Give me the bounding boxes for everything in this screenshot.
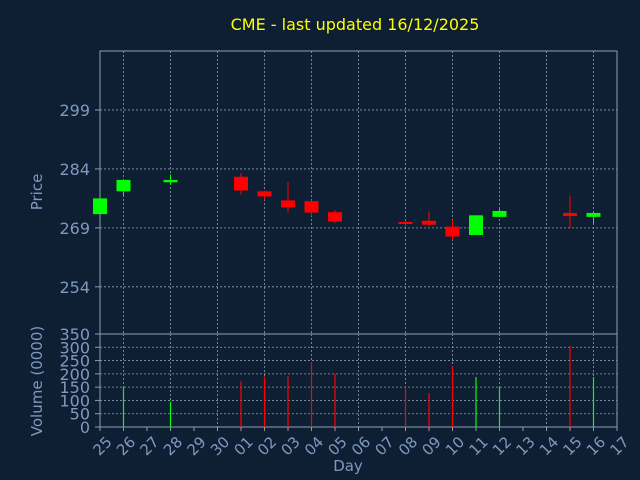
candle-01 bbox=[234, 172, 248, 195]
candle-05 bbox=[328, 210, 342, 224]
price-tick-label: 284 bbox=[59, 160, 90, 179]
x-tick-label: 25 bbox=[90, 433, 116, 459]
x-tick-label: 13 bbox=[513, 433, 539, 459]
candle-02 bbox=[257, 190, 272, 200]
x-tick-label: 29 bbox=[184, 433, 210, 459]
x-tick-label: 28 bbox=[160, 433, 186, 459]
candle-body bbox=[469, 215, 483, 235]
candle-body bbox=[492, 210, 507, 217]
x-tick-label: 01 bbox=[231, 433, 257, 459]
candle-15 bbox=[563, 195, 577, 229]
volume-tick-label: 350 bbox=[59, 325, 90, 344]
candle-body bbox=[422, 220, 436, 225]
x-tick-label: 09 bbox=[419, 433, 445, 459]
volume-tick-label: 300 bbox=[59, 338, 90, 357]
x-tick-label: 04 bbox=[301, 433, 327, 459]
candle-body bbox=[328, 212, 342, 222]
candle-body bbox=[234, 176, 248, 191]
candle-10 bbox=[445, 220, 460, 240]
chart-title: CME - last updated 16/12/2025 bbox=[231, 15, 480, 34]
candle-28 bbox=[163, 174, 178, 185]
x-tick-label: 05 bbox=[325, 433, 351, 459]
candle-body bbox=[563, 212, 577, 217]
x-tick-label: 30 bbox=[207, 433, 233, 459]
candle-04 bbox=[304, 200, 319, 217]
candle-body bbox=[304, 201, 319, 213]
price-tick-label: 299 bbox=[59, 101, 90, 120]
price-axis-label: Price bbox=[28, 174, 46, 211]
candle-11 bbox=[469, 215, 483, 235]
x-tick-label: 27 bbox=[137, 433, 163, 459]
candle-08 bbox=[398, 220, 413, 227]
x-tick-label: 10 bbox=[442, 433, 468, 459]
x-tick-label: 26 bbox=[113, 433, 139, 459]
candle-body bbox=[116, 179, 131, 192]
x-tick-label: 07 bbox=[372, 433, 398, 459]
x-tick-label: 02 bbox=[254, 433, 280, 459]
x-tick-label: 11 bbox=[466, 433, 492, 459]
x-tick-label: 08 bbox=[395, 433, 421, 459]
candle-body bbox=[257, 191, 272, 197]
volume-tick-label: 150 bbox=[59, 378, 90, 397]
volume-axis-label: Volume (0000) bbox=[28, 326, 46, 436]
candle-body bbox=[93, 198, 107, 215]
price-tick-label: 254 bbox=[59, 278, 90, 297]
candle-body bbox=[586, 212, 601, 217]
x-tick-label: 12 bbox=[489, 433, 515, 459]
candle-16 bbox=[586, 212, 601, 224]
price-tick-label: 269 bbox=[59, 219, 90, 238]
x-tick-label: 15 bbox=[560, 433, 586, 459]
volume-tick-label: 100 bbox=[59, 391, 90, 410]
candle-body bbox=[445, 226, 460, 237]
price-panel: 254 269 284 299 bbox=[59, 50, 618, 335]
x-axis: 2526272829300102030405060708091011121314… bbox=[90, 427, 633, 459]
x-tick-label: 16 bbox=[583, 433, 609, 459]
x-tick-label: 14 bbox=[536, 433, 562, 459]
candle-25 bbox=[93, 198, 107, 215]
x-tick-label: 06 bbox=[348, 433, 374, 459]
candle-12 bbox=[492, 209, 507, 217]
candle-03 bbox=[281, 182, 295, 213]
candle-body bbox=[398, 221, 413, 224]
candle-body bbox=[163, 179, 178, 183]
x-tick-label: 17 bbox=[607, 433, 633, 459]
candle-09 bbox=[422, 211, 436, 226]
volume-tick-label: 50 bbox=[70, 405, 90, 424]
volume-tick-label: 250 bbox=[59, 352, 90, 371]
volume-tick-label: 0 bbox=[80, 418, 90, 437]
x-axis-label: Day bbox=[333, 457, 363, 475]
candle-body bbox=[281, 200, 295, 208]
candle-26 bbox=[116, 179, 131, 197]
volume-tick-label: 200 bbox=[59, 365, 90, 384]
x-tick-label: 03 bbox=[278, 433, 304, 459]
